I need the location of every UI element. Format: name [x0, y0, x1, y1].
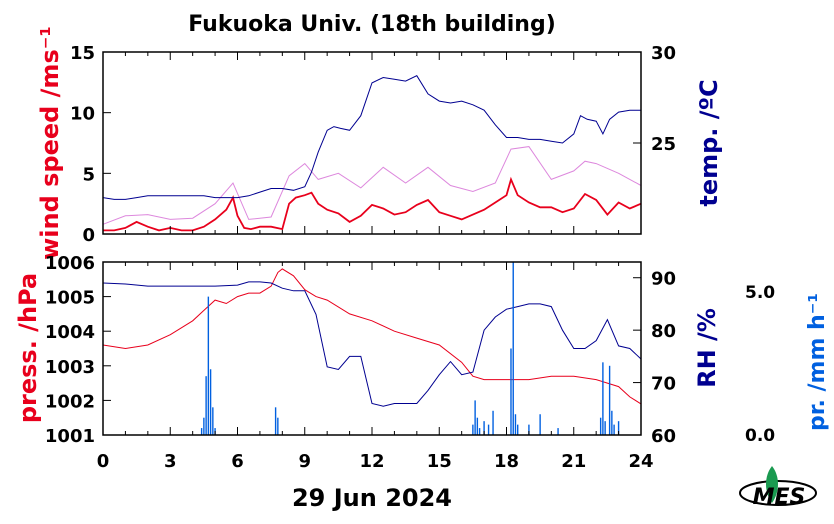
bottom-panel-frame	[102, 261, 642, 436]
rh-line	[102, 281, 642, 407]
top-right-tick-label: 30	[651, 43, 676, 64]
precip-tick-label: 0.0	[745, 426, 775, 446]
x-tick-label: 24	[628, 451, 653, 472]
x-tick-label: 3	[164, 451, 177, 472]
x-tick-label: 6	[231, 451, 244, 472]
x-tick-label: 15	[427, 451, 452, 472]
bottom-left-tick-label: 1006	[45, 253, 95, 274]
logo: MES	[739, 466, 817, 510]
bottom-left-tick-label: 1002	[45, 391, 95, 412]
logo-text: MES	[753, 485, 806, 510]
pressure-axis-label: press. /hPa	[14, 273, 42, 423]
top-left-tick-label: 5	[82, 164, 95, 185]
date-label: 29 Jun 2024	[292, 484, 452, 512]
bottom-right-tick-label: 70	[651, 374, 676, 395]
x-tick-label: 12	[359, 451, 384, 472]
bottom-right-tick-label: 60	[651, 426, 676, 447]
x-tick-label: 21	[561, 451, 586, 472]
precip-tick-label: 5.0	[745, 283, 775, 303]
logo-swoosh	[739, 480, 817, 506]
bottom-left-tick-label: 1005	[45, 288, 95, 309]
logo-leaf	[766, 466, 778, 503]
bottom-panel: 1001 1002 1003 1004 1005 1006 60 70 80 90 0.0 5.0 p…	[14, 253, 830, 447]
rh-axis-label: RH /%	[693, 308, 721, 388]
wind-axis-label: wind speed /ms⁻¹	[36, 26, 64, 260]
top-panel: 0 5 10 15 25 30 wind speed /ms⁻¹ temp. /ºC	[36, 26, 723, 260]
bottom-left-tick-label: 1001	[45, 426, 95, 447]
top-left-tick-label: 15	[70, 43, 95, 64]
pressure-line	[102, 268, 642, 405]
bottom-left-tick-label: 1004	[45, 322, 95, 343]
x-tick-label: 18	[494, 451, 519, 472]
bottom-left-tick-label: 1003	[45, 357, 95, 378]
temp-axis-label: temp. /ºC	[695, 79, 723, 206]
bottom-right-tick-label: 80	[651, 321, 676, 342]
temp-line	[102, 75, 641, 200]
precip-axis-label: pr. /mm h⁻¹	[805, 293, 830, 431]
x-tick-label: 0	[97, 451, 110, 472]
wind-gust-line	[102, 146, 642, 225]
top-right-tick-label: 25	[651, 134, 676, 155]
wind-mean-line	[103, 176, 642, 232]
chart-title: Fukuoka Univ. (18th building)	[188, 12, 556, 37]
top-left-tick-label: 10	[70, 104, 95, 125]
bottom-right-tick-label: 90	[651, 269, 676, 290]
x-tick-label: 9	[298, 451, 311, 472]
top-left-tick-label: 0	[82, 225, 95, 246]
